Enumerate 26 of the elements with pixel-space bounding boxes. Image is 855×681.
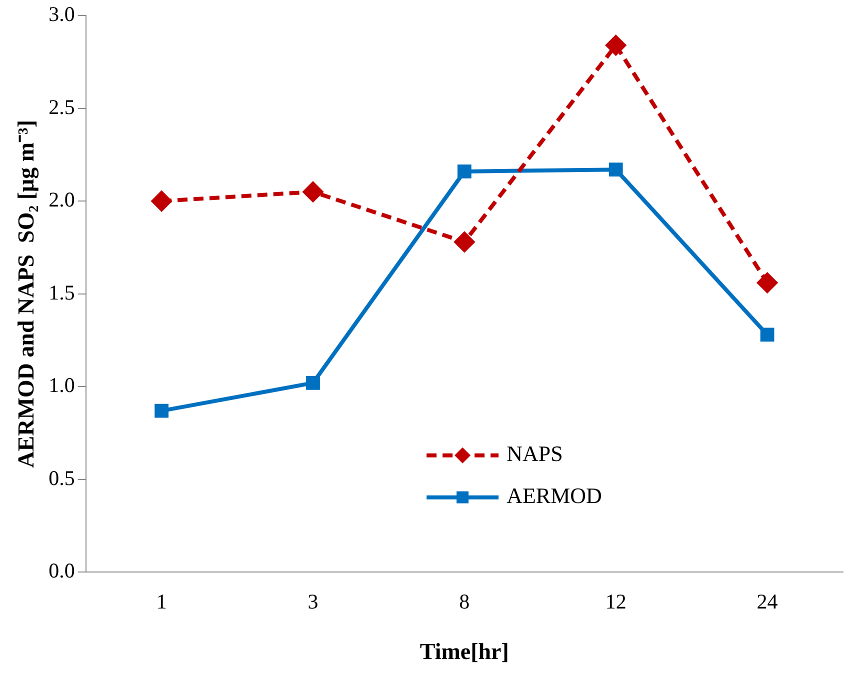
- y-axis-title: AERMOD and NAPS SO₂ [μg m⁻³]: [14, 120, 40, 468]
- x-tick-label: 8: [459, 589, 470, 614]
- x-tick-label: 24: [756, 589, 778, 614]
- x-tick-label: 1: [156, 589, 167, 614]
- point: [454, 232, 474, 252]
- point: [302, 182, 323, 202]
- point: [606, 35, 626, 56]
- point: [608, 162, 623, 177]
- y-tick-label: 0.0: [48, 558, 75, 583]
- y-tick-label: 1.0: [48, 373, 75, 398]
- point: [457, 164, 472, 178]
- legend-label: AERMOD: [506, 483, 602, 508]
- y-tick-label: 3.0: [48, 2, 75, 26]
- point: [760, 328, 774, 342]
- x-tick-label: 3: [308, 589, 318, 614]
- point: [757, 272, 778, 293]
- point: [152, 191, 172, 212]
- point: [154, 404, 169, 418]
- legend-label: NAPS: [506, 441, 563, 466]
- point: [306, 376, 320, 390]
- y-tick-label: 1.5: [48, 280, 75, 304]
- x-tick-label: 12: [605, 589, 626, 614]
- y-tick-label: 2.5: [48, 94, 75, 119]
- y-tick-label: 0.5: [48, 466, 75, 490]
- x-axis-title: Time[hr]: [420, 639, 509, 664]
- y-tick-label: 2.0: [48, 188, 75, 212]
